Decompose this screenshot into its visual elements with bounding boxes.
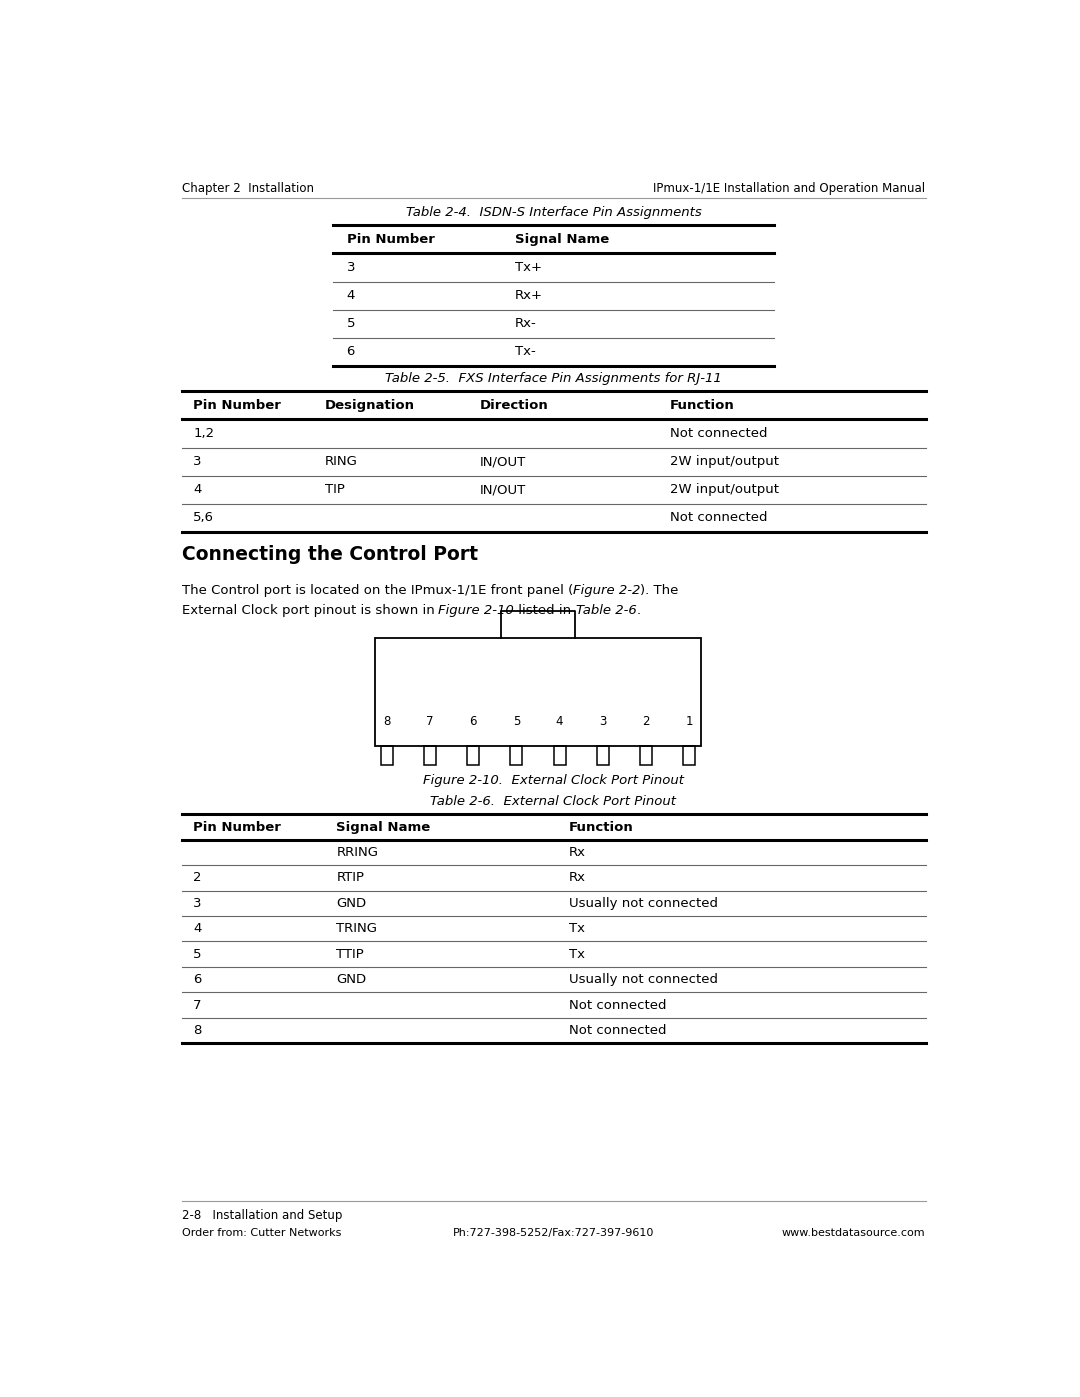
Text: Designation: Designation bbox=[325, 400, 415, 412]
Text: Ph:727-398-5252/Fax:727-397-9610: Ph:727-398-5252/Fax:727-397-9610 bbox=[453, 1228, 654, 1238]
Text: 2W input/output: 2W input/output bbox=[670, 483, 779, 496]
Text: RRING: RRING bbox=[337, 847, 378, 859]
Text: Rx+: Rx+ bbox=[515, 289, 543, 302]
Bar bbox=[684, 746, 696, 766]
Text: 2: 2 bbox=[643, 715, 650, 728]
Text: Direction: Direction bbox=[480, 400, 549, 412]
Text: Pin Number: Pin Number bbox=[193, 400, 281, 412]
Text: 2-8   Installation and Setup: 2-8 Installation and Setup bbox=[181, 1208, 342, 1222]
Text: Figure 2-10.  External Clock Port Pinout: Figure 2-10. External Clock Port Pinout bbox=[423, 774, 684, 787]
Text: Usually not connected: Usually not connected bbox=[569, 897, 718, 909]
Text: 4: 4 bbox=[193, 922, 202, 935]
Text: Figure 2-10: Figure 2-10 bbox=[438, 604, 514, 616]
Text: IPmux-1/1E Installation and Operation Manual: IPmux-1/1E Installation and Operation Ma… bbox=[653, 182, 926, 194]
Text: 7: 7 bbox=[193, 999, 202, 1011]
Text: listed in: listed in bbox=[514, 604, 576, 616]
Text: 2: 2 bbox=[193, 872, 202, 884]
Text: Chapter 2  Installation: Chapter 2 Installation bbox=[181, 182, 313, 194]
Bar bbox=[597, 746, 609, 766]
Text: Tx-: Tx- bbox=[515, 345, 536, 359]
Text: 8: 8 bbox=[383, 715, 391, 728]
Text: 4: 4 bbox=[556, 715, 564, 728]
Text: Tx: Tx bbox=[569, 922, 585, 935]
Text: Table 2-6.  External Clock Port Pinout: Table 2-6. External Clock Port Pinout bbox=[431, 795, 676, 809]
Text: The Control port is located on the IPmux-1/1E front panel (: The Control port is located on the IPmux… bbox=[181, 584, 572, 597]
Text: 4: 4 bbox=[347, 289, 355, 302]
Text: Signal Name: Signal Name bbox=[515, 233, 609, 246]
Text: Tx: Tx bbox=[569, 947, 585, 961]
Text: Rx: Rx bbox=[569, 847, 586, 859]
Text: 1: 1 bbox=[686, 715, 693, 728]
Text: Table 2-4.  ISDN-S Interface Pin Assignments: Table 2-4. ISDN-S Interface Pin Assignme… bbox=[406, 207, 701, 219]
Text: ). The: ). The bbox=[640, 584, 678, 597]
Text: GND: GND bbox=[337, 974, 366, 986]
Text: Rx: Rx bbox=[569, 872, 586, 884]
Text: RING: RING bbox=[325, 455, 357, 468]
Text: .: . bbox=[636, 604, 640, 616]
Text: Order from: Cutter Networks: Order from: Cutter Networks bbox=[181, 1228, 341, 1238]
Text: RTIP: RTIP bbox=[337, 872, 365, 884]
Bar bbox=[511, 746, 523, 766]
Bar bbox=[468, 746, 480, 766]
Text: 3: 3 bbox=[599, 715, 607, 728]
Text: 8: 8 bbox=[193, 1024, 202, 1037]
Text: Function: Function bbox=[569, 820, 634, 834]
Text: 6: 6 bbox=[347, 345, 355, 359]
Text: Signal Name: Signal Name bbox=[337, 820, 431, 834]
Text: www.bestdatasource.com: www.bestdatasource.com bbox=[782, 1228, 926, 1238]
Text: 5,6: 5,6 bbox=[193, 511, 214, 524]
Text: Tx+: Tx+ bbox=[515, 261, 542, 274]
Text: 6: 6 bbox=[193, 974, 202, 986]
Text: External Clock port pinout is shown in: External Clock port pinout is shown in bbox=[181, 604, 438, 616]
Text: Pin Number: Pin Number bbox=[347, 233, 434, 246]
Text: IN/OUT: IN/OUT bbox=[480, 483, 526, 496]
Text: Not connected: Not connected bbox=[670, 427, 767, 440]
Text: 3: 3 bbox=[347, 261, 355, 274]
Text: Connecting the Control Port: Connecting the Control Port bbox=[181, 545, 477, 564]
Text: Rx-: Rx- bbox=[515, 317, 537, 330]
Text: TRING: TRING bbox=[337, 922, 378, 935]
Text: TTIP: TTIP bbox=[337, 947, 364, 961]
Text: Figure 2-2: Figure 2-2 bbox=[572, 584, 640, 597]
Text: 2W input/output: 2W input/output bbox=[670, 455, 779, 468]
Text: Pin Number: Pin Number bbox=[193, 820, 281, 834]
Text: Not connected: Not connected bbox=[670, 511, 767, 524]
Text: 7: 7 bbox=[427, 715, 434, 728]
Bar bbox=[554, 746, 566, 766]
Text: 6: 6 bbox=[470, 715, 477, 728]
Text: TIP: TIP bbox=[325, 483, 345, 496]
Text: Table 2-5.  FXS Interface Pin Assignments for RJ-11: Table 2-5. FXS Interface Pin Assignments… bbox=[386, 372, 721, 386]
Text: IN/OUT: IN/OUT bbox=[480, 455, 526, 468]
Text: 3: 3 bbox=[193, 897, 202, 909]
Bar bbox=[375, 638, 701, 746]
Text: Not connected: Not connected bbox=[569, 999, 666, 1011]
Text: 4: 4 bbox=[193, 483, 202, 496]
Text: Function: Function bbox=[670, 400, 734, 412]
Text: Usually not connected: Usually not connected bbox=[569, 974, 718, 986]
Bar bbox=[424, 746, 436, 766]
Text: 1,2: 1,2 bbox=[193, 427, 214, 440]
Text: Not connected: Not connected bbox=[569, 1024, 666, 1037]
Text: 5: 5 bbox=[347, 317, 355, 330]
Text: 5: 5 bbox=[193, 947, 202, 961]
Text: Table 2-6: Table 2-6 bbox=[576, 604, 636, 616]
Text: 5: 5 bbox=[513, 715, 521, 728]
Bar bbox=[640, 746, 652, 766]
Text: GND: GND bbox=[337, 897, 366, 909]
Bar bbox=[381, 746, 393, 766]
Text: 3: 3 bbox=[193, 455, 202, 468]
